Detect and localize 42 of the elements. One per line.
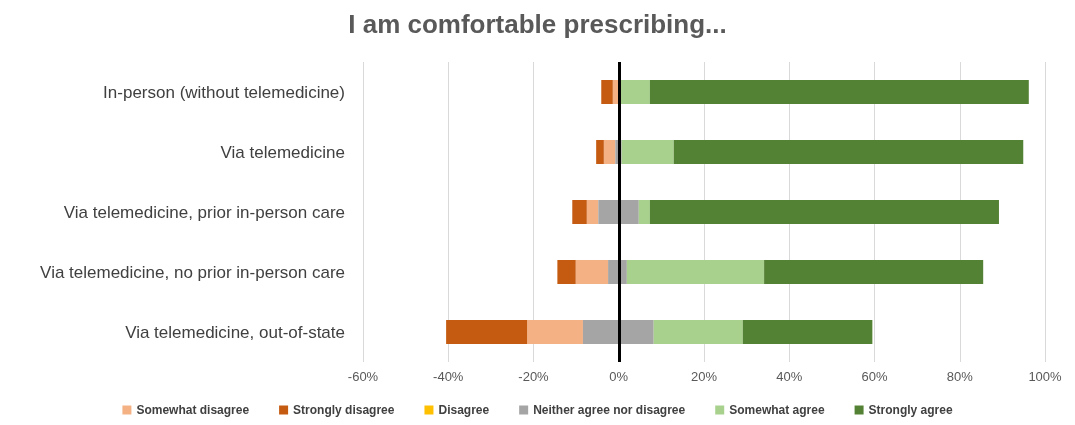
x-tick-label: 0%	[609, 369, 629, 384]
legend-label: Neither agree nor disagree	[533, 403, 686, 417]
bar	[572, 200, 587, 224]
bar	[626, 260, 765, 284]
bar	[582, 320, 654, 344]
legend-label: Strongly agree	[868, 403, 953, 417]
x-tick-label: 60%	[861, 369, 888, 384]
x-tick-label: 20%	[690, 369, 718, 384]
bar	[603, 140, 616, 164]
chart-title: I am comfortable prescribing...	[348, 9, 727, 39]
bar	[601, 80, 613, 104]
legend-label: Somewhat agree	[729, 403, 825, 417]
bar	[527, 320, 583, 344]
y-tick-label: In-person (without telemedicine)	[103, 82, 345, 102]
bar	[764, 260, 984, 284]
legend-label: Somewhat disagree	[136, 403, 250, 417]
bar	[598, 200, 639, 224]
bar	[446, 320, 528, 344]
y-tick-label: Via telemedicine, prior in-person care	[63, 202, 345, 222]
x-tick-label: -40%	[433, 369, 464, 384]
x-tick-label: 100%	[1028, 369, 1063, 384]
x-tick-label: -60%	[347, 369, 379, 384]
bar	[649, 80, 1029, 104]
y-tick-label: Via telemedicine, out-of-state	[125, 322, 345, 342]
bar	[653, 320, 743, 344]
bar	[618, 80, 650, 104]
bar	[621, 140, 674, 164]
bar	[586, 200, 599, 224]
legend-label: Strongly disagree	[293, 403, 395, 417]
y-tick-label: Via telemedicine	[220, 142, 345, 162]
bar	[575, 260, 609, 284]
bar	[638, 200, 650, 224]
x-tick-label: 40%	[776, 369, 803, 384]
x-tick-label: -20%	[518, 369, 550, 384]
bar	[557, 260, 576, 284]
legend-label: Disagree	[438, 403, 490, 417]
y-tick-label: Via telemedicine, no prior in-person care	[40, 262, 345, 282]
bar	[673, 140, 1024, 164]
bar	[649, 200, 999, 224]
x-tick-label: 80%	[946, 369, 974, 384]
bar	[596, 140, 604, 164]
bar	[742, 320, 873, 344]
